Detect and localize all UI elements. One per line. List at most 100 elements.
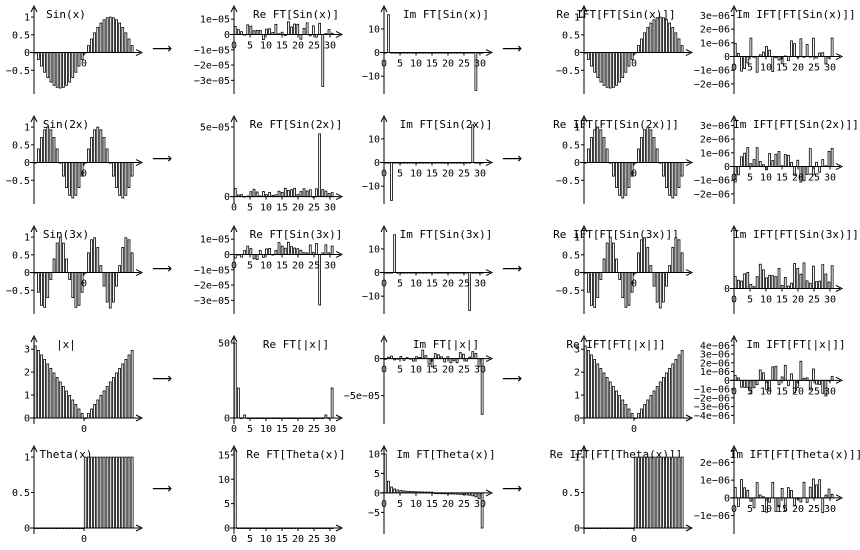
y-tick-label: −1e−06 [694,66,730,77]
bar [624,404,628,419]
bar [605,242,609,273]
x-tick-label: 25 [808,173,820,184]
x-tick-label: 20 [792,386,804,397]
bar [643,237,646,273]
bar [296,248,300,255]
bar [668,265,671,273]
bar [815,281,818,289]
bar [590,272,593,306]
y-tick-label: 50 [218,339,230,350]
bar [743,56,746,69]
x-tick-label: 0 [631,279,637,290]
bar [596,126,600,163]
bar [649,456,653,529]
bar [308,189,312,198]
bar [765,277,768,289]
bar [608,236,612,273]
y-tick-label: 15 [218,450,230,461]
y-tick-label: 3e−06 [700,350,730,361]
bar [93,129,97,163]
bar [774,365,778,381]
x-tick-label: 10 [760,386,772,397]
bar [637,413,640,419]
x-tick-label: 15 [276,534,288,545]
bar [393,488,396,494]
bar [112,162,115,177]
x-tick-label: 20 [792,295,804,306]
y-tick-label: 0 [374,488,380,499]
bar [796,159,800,167]
y-tick-label: 5 [224,499,230,510]
bar [71,272,75,299]
bar [590,354,593,419]
bar [330,387,334,419]
bar [793,43,796,57]
y-tick-label: 0 [574,524,580,535]
bar [762,372,765,381]
x-tick-label: 30 [324,203,336,214]
bar [587,350,590,419]
x-tick-label: 25 [308,203,320,214]
bar [593,52,596,73]
bar [102,19,106,53]
bar [643,32,646,53]
bar [780,488,784,499]
bar [799,497,803,503]
y-axis-arrow [230,444,238,453]
bar [65,258,68,273]
x-tick-label: 15 [276,424,288,435]
bar [77,408,81,419]
x-tick-label: 15 [426,279,438,290]
bar [777,267,781,289]
bar [827,281,831,289]
bar [58,381,62,419]
bar [758,369,762,381]
bar [58,52,62,89]
bar [677,239,681,273]
panel-title: Sin(2x) [43,118,89,131]
panel-title: Im FT[|x|] [413,338,479,351]
bar [668,456,671,529]
bar [58,236,62,273]
y-axis-arrow [30,224,38,233]
y-tick-label: 0.5 [562,250,580,261]
bar [805,497,809,503]
bar [812,368,815,381]
bar [93,404,97,419]
bar [71,52,75,79]
bar [33,345,37,419]
bar [455,358,459,364]
bar [99,129,103,163]
bar [640,137,643,163]
bar [665,162,668,189]
x-tick-label: 10 [260,260,272,271]
y-tick-label: −10 [362,182,380,193]
bar [815,161,818,167]
y-tick-label: 0 [374,48,380,59]
x-tick-label: 10 [410,365,422,376]
bar [755,56,759,73]
bar [583,345,587,419]
bar [233,449,237,529]
bar [655,148,659,163]
bar [743,487,746,499]
bar [449,358,453,364]
y-axis-arrow [580,444,588,453]
y-axis-arrow [380,4,388,13]
x-tick-label: 30 [474,499,486,510]
bar [62,386,65,419]
bar [83,456,87,529]
y-axis-arrow [580,334,588,343]
y-tick-label: 0 [374,268,380,279]
x-tick-label: 0 [631,424,637,435]
bar [637,252,640,273]
y-tick-label: 0 [24,414,30,425]
bar [655,272,659,303]
bar [90,408,93,419]
y-tick-label: −2e−05 [194,281,230,292]
x-tick-label: 5 [397,365,403,376]
panel-title: Re FT[Sin(x)] [253,8,339,21]
bar [252,188,256,198]
bar [121,27,125,53]
